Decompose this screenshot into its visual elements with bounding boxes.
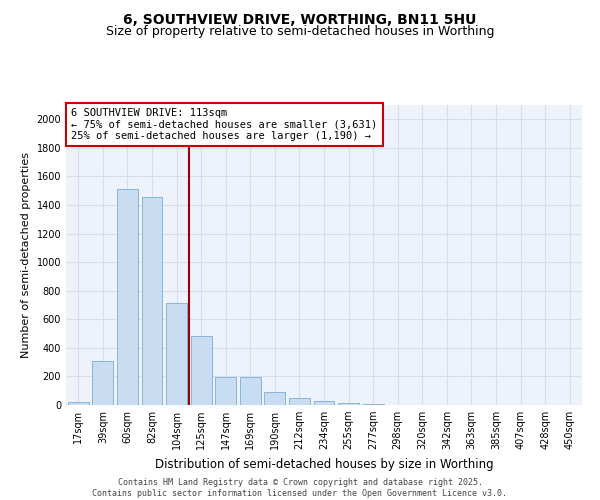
Bar (215, 376, 236, 405)
Y-axis label: Number of semi-detached properties: Number of semi-detached properties (21, 152, 31, 358)
Bar (338, 403, 359, 405)
Text: 6 SOUTHVIEW DRIVE: 113sqm
← 75% of semi-detached houses are smaller (3,631)
25% : 6 SOUTHVIEW DRIVE: 113sqm ← 75% of semi-… (71, 108, 377, 141)
Bar (289, 398, 310, 405)
Text: 6, SOUTHVIEW DRIVE, WORTHING, BN11 5HU: 6, SOUTHVIEW DRIVE, WORTHING, BN11 5HU (124, 12, 476, 26)
Text: Contains HM Land Registry data © Crown copyright and database right 2025.
Contai: Contains HM Land Registry data © Crown c… (92, 478, 508, 498)
Text: Size of property relative to semi-detached houses in Worthing: Size of property relative to semi-detach… (106, 25, 494, 38)
Bar (240, 376, 261, 405)
Bar (117, 190, 138, 405)
Bar (362, 404, 383, 405)
Bar (191, 336, 212, 405)
Bar (166, 303, 187, 405)
Bar (92, 360, 113, 405)
Bar (314, 402, 334, 405)
Bar (142, 197, 163, 405)
Bar (265, 392, 286, 405)
X-axis label: Distribution of semi-detached houses by size in Worthing: Distribution of semi-detached houses by … (155, 458, 493, 470)
Bar (68, 402, 89, 405)
